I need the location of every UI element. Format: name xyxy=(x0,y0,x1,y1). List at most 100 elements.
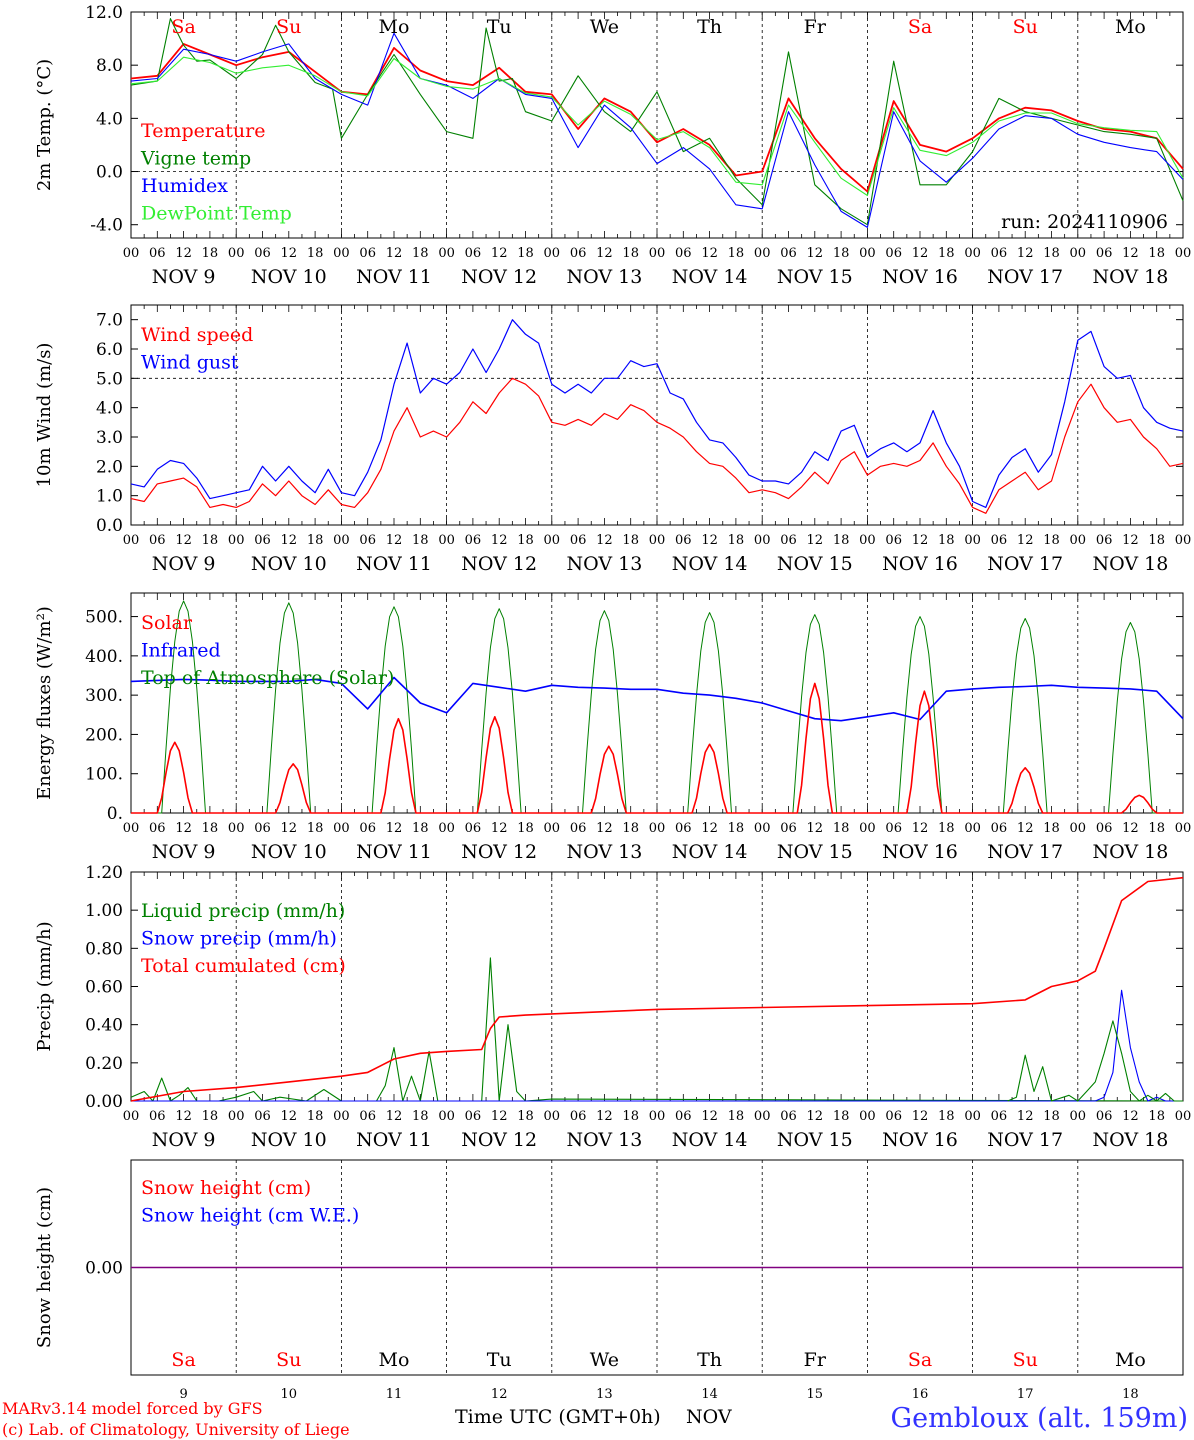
hour-tick-label: 18 xyxy=(938,1109,955,1124)
hour-tick-label: 18 xyxy=(202,1109,219,1124)
hour-tick-label: 12 xyxy=(596,533,613,548)
hour-tick-label: 18 xyxy=(938,821,955,836)
hour-tick-label: 06 xyxy=(1096,246,1113,261)
date-label: NOV 16 xyxy=(882,266,958,288)
series-line-solar xyxy=(131,682,1183,814)
date-label: NOV 9 xyxy=(152,841,216,863)
y-axis-label-precip: Precip (mm/h) xyxy=(34,921,55,1051)
hour-tick-label: 18 xyxy=(1043,1109,1060,1124)
hour-tick-label: 12 xyxy=(491,246,508,261)
hour-tick-label: 06 xyxy=(991,246,1008,261)
hour-tick-label: 06 xyxy=(570,1109,587,1124)
y-tick-label: 100. xyxy=(85,765,123,785)
date-label: NOV 12 xyxy=(461,1129,537,1151)
day-of-week-label: Sa xyxy=(171,16,195,38)
hour-tick-label: 00 xyxy=(1070,1109,1087,1124)
day-of-week-label: Th xyxy=(697,16,722,38)
hour-tick-label: 12 xyxy=(596,821,613,836)
hour-tick-label: 06 xyxy=(465,533,482,548)
day-of-week-label: Th xyxy=(697,1349,722,1371)
hour-tick-label: 12 xyxy=(807,821,824,836)
date-label: NOV 15 xyxy=(777,1129,853,1151)
legend-entry: Temperature xyxy=(141,120,265,142)
legend-entry: Snow height (cm) xyxy=(141,1177,311,1199)
day-of-week-label: Tu xyxy=(487,1349,512,1371)
hour-tick-label: 00 xyxy=(123,1109,140,1124)
date-label: NOV 14 xyxy=(672,841,748,863)
y-tick-label: 200. xyxy=(85,725,123,745)
day-of-week-label: Mo xyxy=(1115,1349,1146,1371)
legend-entry: Wind gust xyxy=(141,352,239,374)
day-of-week-label: Mo xyxy=(1115,16,1146,38)
hour-tick-label: 06 xyxy=(149,246,166,261)
hour-tick-label: 00 xyxy=(333,246,350,261)
y-tick-label: 0. xyxy=(107,804,123,824)
hour-tick-label: 12 xyxy=(912,246,929,261)
hour-tick-label: 00 xyxy=(544,821,561,836)
hour-tick-label: 12 xyxy=(386,821,403,836)
date-label: NOV 18 xyxy=(1092,1129,1168,1151)
hour-tick-label: 00 xyxy=(649,821,666,836)
day-number-label: 17 xyxy=(1017,1387,1034,1402)
hour-tick-label: 18 xyxy=(517,821,534,836)
hour-tick-label: 18 xyxy=(938,533,955,548)
hour-tick-label: 18 xyxy=(1148,821,1165,836)
hour-tick-label: 12 xyxy=(281,246,298,261)
hour-tick-label: 06 xyxy=(149,1109,166,1124)
hour-tick-label: 18 xyxy=(1043,246,1060,261)
legend-entry: Liquid precip (mm/h) xyxy=(141,900,345,922)
day-number-label: 15 xyxy=(807,1387,824,1402)
day-number-label: 18 xyxy=(1122,1387,1139,1402)
y-tick-label: 1.00 xyxy=(85,901,123,921)
hour-tick-label: 00 xyxy=(228,533,245,548)
hour-tick-label: 00 xyxy=(1175,246,1192,261)
hour-tick-label: 00 xyxy=(1070,533,1087,548)
hour-tick-label: 00 xyxy=(1070,821,1087,836)
hour-tick-label: 18 xyxy=(728,821,745,836)
hour-tick-label: 12 xyxy=(1122,533,1139,548)
hour-tick-label: 18 xyxy=(517,246,534,261)
hour-tick-label: 12 xyxy=(491,533,508,548)
hour-tick-label: 12 xyxy=(491,821,508,836)
x-axis-title: Time UTC (GMT+0h) xyxy=(455,1406,661,1428)
hour-tick-label: 06 xyxy=(1096,1109,1113,1124)
hour-tick-label: 00 xyxy=(649,533,666,548)
series-line-snow-precip-mm-h- xyxy=(131,989,1183,1102)
hour-tick-label: 00 xyxy=(228,821,245,836)
hour-tick-label: 00 xyxy=(964,1109,981,1124)
month-label: NOV xyxy=(686,1406,732,1428)
hour-tick-label: 18 xyxy=(202,533,219,548)
y-tick-label: 7.0 xyxy=(96,311,123,331)
legend-entry: Wind speed xyxy=(141,324,253,346)
hour-tick-label: 06 xyxy=(991,1109,1008,1124)
hour-tick-label: 06 xyxy=(1096,533,1113,548)
y-tick-label: 8.0 xyxy=(96,56,123,76)
date-label: NOV 14 xyxy=(672,553,748,575)
date-label: NOV 18 xyxy=(1092,841,1168,863)
date-label: NOV 9 xyxy=(152,553,216,575)
date-label: NOV 17 xyxy=(987,841,1063,863)
date-label: NOV 15 xyxy=(777,266,853,288)
day-of-week-label: We xyxy=(590,1349,619,1371)
hour-tick-label: 06 xyxy=(780,533,797,548)
hour-tick-label: 12 xyxy=(912,1109,929,1124)
date-label: NOV 13 xyxy=(566,266,642,288)
hour-tick-label: 06 xyxy=(465,246,482,261)
hour-tick-label: 00 xyxy=(964,246,981,261)
hour-tick-label: 06 xyxy=(570,533,587,548)
date-label: NOV 12 xyxy=(461,266,537,288)
hour-tick-label: 00 xyxy=(228,246,245,261)
y-tick-label: 6.0 xyxy=(96,340,123,360)
y-tick-label: 0.00 xyxy=(85,1259,123,1279)
legend-entry: Snow height (cm W.E.) xyxy=(141,1205,359,1227)
hour-tick-label: 06 xyxy=(1096,821,1113,836)
hour-tick-label: 00 xyxy=(123,821,140,836)
hour-tick-label: 12 xyxy=(1017,1109,1034,1124)
hour-tick-label: 18 xyxy=(1043,533,1060,548)
date-label: NOV 13 xyxy=(566,841,642,863)
y-tick-label: 0.0 xyxy=(96,516,123,536)
date-label: NOV 13 xyxy=(566,553,642,575)
hour-tick-label: 00 xyxy=(859,1109,876,1124)
hour-tick-label: 18 xyxy=(202,246,219,261)
